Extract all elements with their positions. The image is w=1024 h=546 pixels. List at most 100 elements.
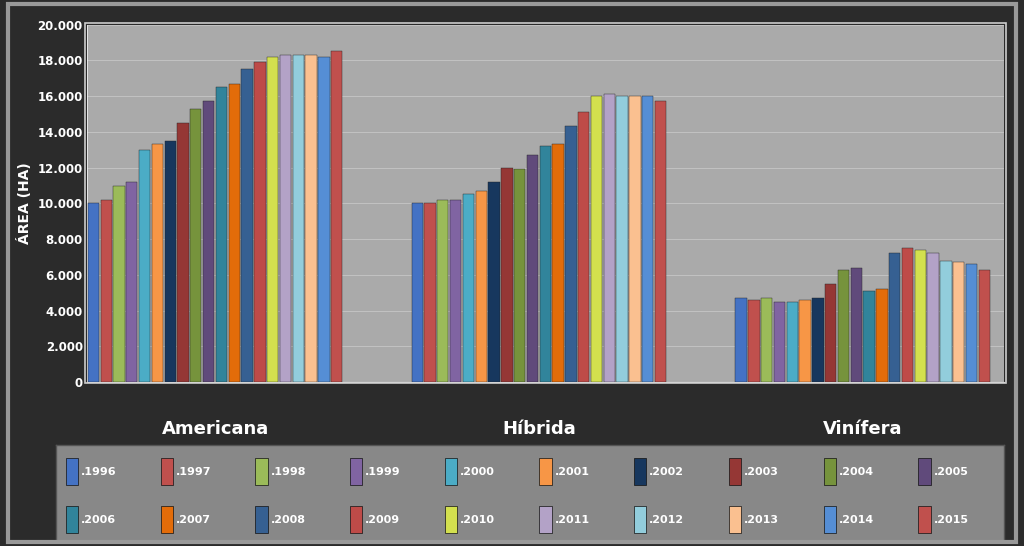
- Text: .2014: .2014: [839, 514, 873, 525]
- Text: .2013: .2013: [744, 514, 779, 525]
- Bar: [437, 200, 449, 382]
- Bar: [735, 298, 746, 382]
- Text: .2007: .2007: [176, 514, 211, 525]
- Bar: [114, 186, 125, 382]
- Bar: [914, 250, 926, 382]
- Text: .2008: .2008: [270, 514, 305, 525]
- Text: .2010: .2010: [460, 514, 495, 525]
- Bar: [514, 169, 525, 382]
- Bar: [293, 55, 304, 382]
- Bar: [655, 102, 667, 382]
- Text: .2001: .2001: [555, 467, 590, 477]
- Bar: [540, 458, 552, 485]
- Text: .1996: .1996: [81, 467, 117, 477]
- Bar: [305, 55, 316, 382]
- Bar: [634, 506, 646, 533]
- Bar: [761, 298, 772, 382]
- Text: Híbrida: Híbrida: [502, 420, 575, 437]
- Bar: [280, 55, 291, 382]
- Bar: [152, 144, 163, 382]
- Bar: [255, 458, 267, 485]
- Bar: [177, 123, 188, 382]
- Bar: [800, 300, 811, 382]
- Bar: [444, 506, 457, 533]
- Bar: [565, 127, 577, 382]
- Bar: [526, 155, 538, 382]
- Bar: [729, 458, 741, 485]
- Bar: [444, 458, 457, 485]
- Bar: [501, 168, 512, 382]
- Text: .1997: .1997: [176, 467, 211, 477]
- Bar: [66, 458, 78, 485]
- Bar: [823, 506, 836, 533]
- Bar: [579, 112, 590, 382]
- Bar: [889, 253, 900, 382]
- Bar: [591, 96, 602, 382]
- Bar: [928, 253, 939, 382]
- Bar: [553, 144, 564, 382]
- Bar: [475, 191, 486, 382]
- Bar: [203, 102, 214, 382]
- Text: .2004: .2004: [839, 467, 873, 477]
- Bar: [100, 200, 112, 382]
- Bar: [463, 194, 474, 382]
- Bar: [823, 458, 836, 485]
- Text: .2012: .2012: [649, 514, 684, 525]
- Bar: [902, 248, 913, 382]
- Text: .2003: .2003: [744, 467, 779, 477]
- Text: .1999: .1999: [366, 467, 400, 477]
- Bar: [450, 200, 461, 382]
- Bar: [267, 57, 279, 382]
- Bar: [255, 506, 267, 533]
- Bar: [88, 203, 99, 382]
- Bar: [953, 263, 965, 382]
- Text: .2015: .2015: [934, 514, 969, 525]
- Bar: [966, 264, 977, 382]
- Text: .2005: .2005: [934, 467, 969, 477]
- Text: .2006: .2006: [81, 514, 116, 525]
- Text: .2011: .2011: [555, 514, 590, 525]
- Bar: [126, 182, 137, 382]
- Bar: [318, 57, 330, 382]
- Bar: [540, 506, 552, 533]
- Bar: [242, 69, 253, 382]
- Bar: [66, 506, 78, 533]
- Bar: [749, 300, 760, 382]
- Bar: [642, 96, 653, 382]
- Bar: [350, 458, 362, 485]
- Bar: [812, 298, 823, 382]
- Text: .2002: .2002: [649, 467, 684, 477]
- Bar: [774, 302, 785, 382]
- Bar: [616, 96, 628, 382]
- Bar: [161, 506, 173, 533]
- Text: Vinífera: Vinífera: [823, 420, 902, 437]
- Bar: [424, 203, 435, 382]
- Bar: [825, 284, 837, 382]
- Bar: [139, 150, 151, 382]
- Bar: [940, 260, 951, 382]
- Bar: [838, 270, 849, 382]
- Bar: [919, 506, 931, 533]
- Bar: [165, 141, 176, 382]
- Bar: [488, 182, 500, 382]
- Text: .2009: .2009: [366, 514, 400, 525]
- Bar: [786, 302, 798, 382]
- Bar: [919, 458, 931, 485]
- Bar: [877, 289, 888, 382]
- Bar: [729, 506, 741, 533]
- Bar: [863, 291, 874, 382]
- Bar: [190, 109, 202, 382]
- Bar: [331, 51, 342, 382]
- Bar: [630, 96, 641, 382]
- Bar: [350, 506, 362, 533]
- Text: .1998: .1998: [270, 467, 306, 477]
- Bar: [540, 146, 551, 382]
- Bar: [851, 268, 862, 382]
- Bar: [254, 62, 265, 382]
- Bar: [161, 458, 173, 485]
- Bar: [216, 87, 227, 382]
- Y-axis label: ÁREA (HA): ÁREA (HA): [17, 163, 32, 244]
- Bar: [412, 203, 423, 382]
- Bar: [979, 270, 990, 382]
- Text: .2000: .2000: [460, 467, 495, 477]
